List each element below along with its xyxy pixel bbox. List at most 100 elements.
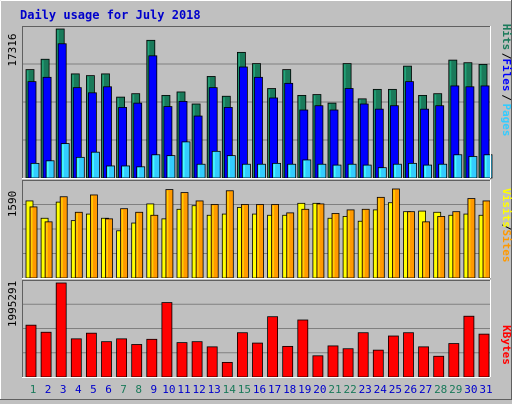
series-label-files: Files xyxy=(500,58,512,91)
x-tick-label-day-14: 14 xyxy=(223,383,237,396)
bar-highlight xyxy=(102,342,104,376)
bar-highlight xyxy=(484,201,486,277)
bar-highlight xyxy=(359,333,361,376)
bar-highlight xyxy=(374,351,376,376)
series-label-separator: / xyxy=(500,94,512,101)
x-tick-label-day-9: 9 xyxy=(150,383,157,396)
bar-highlight xyxy=(29,82,31,177)
bar-highlight xyxy=(436,106,439,177)
bar-highlight xyxy=(374,210,376,277)
bar-highlight xyxy=(137,167,140,177)
x-tick-label-day-5: 5 xyxy=(90,383,97,396)
bar-highlight xyxy=(329,219,331,277)
bar-highlight xyxy=(31,207,33,277)
bar-highlight xyxy=(255,78,257,177)
chart-panel-2: 1590 Sites/Visits xyxy=(6,180,512,279)
bar-highlight xyxy=(364,166,366,177)
bar-highlight xyxy=(404,333,406,376)
bar-highlight xyxy=(72,339,74,376)
bar-highlight xyxy=(468,199,471,277)
bar-highlight xyxy=(87,215,89,277)
bar-highlight xyxy=(162,303,165,376)
x-tick-label-day-15: 15 xyxy=(238,383,251,396)
bar-highlight xyxy=(253,215,255,277)
bar-highlight xyxy=(419,212,422,277)
bar-highlight xyxy=(348,210,350,277)
bar-highlight xyxy=(453,212,456,277)
x-tick-label-day-25: 25 xyxy=(389,383,402,396)
bar-highlight xyxy=(46,222,48,277)
bar-highlight xyxy=(178,343,180,376)
bar-highlight xyxy=(242,205,244,277)
bar-highlight xyxy=(76,213,78,277)
bar-highlight xyxy=(122,166,125,177)
bar-highlight xyxy=(182,193,184,277)
bar-highlight xyxy=(62,144,64,177)
bar-highlight xyxy=(329,346,331,376)
bar-highlight xyxy=(376,110,378,177)
bar-highlight xyxy=(149,56,152,178)
bar-highlight xyxy=(346,89,348,177)
bar-highlight xyxy=(298,320,301,376)
x-tick-label-day-4: 4 xyxy=(75,383,82,396)
bar-highlight xyxy=(193,206,195,277)
bar-highlight xyxy=(302,210,305,277)
bar-highlight xyxy=(104,87,106,177)
bar-highlight xyxy=(253,344,255,376)
x-tick-label-day-26: 26 xyxy=(404,383,417,396)
bar-highlight xyxy=(210,88,212,177)
x-tick-label-day-8: 8 xyxy=(135,383,142,396)
bar-highlight xyxy=(180,102,182,177)
x-tick-label-day-2: 2 xyxy=(45,383,52,396)
series-label-separator: / xyxy=(500,224,512,231)
bar-highlight xyxy=(283,347,286,376)
x-tick-label-day-16: 16 xyxy=(253,383,266,396)
bar-highlight xyxy=(439,165,442,177)
bar-highlight xyxy=(151,216,154,277)
bar-highlight xyxy=(198,165,200,177)
x-tick-label-day-28: 28 xyxy=(434,383,447,396)
bar-highlight xyxy=(283,216,286,277)
bar-highlight xyxy=(331,111,333,177)
bar-highlight xyxy=(333,214,335,277)
bar-highlight xyxy=(349,165,351,177)
bar-highlight xyxy=(378,198,380,277)
bar-highlight xyxy=(57,284,59,376)
x-tick-label-day-23: 23 xyxy=(359,383,372,396)
bar-highlight xyxy=(32,164,34,177)
x-tick-label-day-22: 22 xyxy=(343,383,356,396)
bar-highlight xyxy=(147,204,150,277)
bar-highlight xyxy=(166,190,169,277)
bar-highlight xyxy=(287,213,290,277)
bar-highlight xyxy=(300,111,303,177)
bar-highlight xyxy=(464,317,467,376)
bar-highlight xyxy=(485,155,487,177)
bar-highlight xyxy=(419,347,422,376)
x-tick-label-day-20: 20 xyxy=(313,383,326,396)
series-label-visits: Visits xyxy=(500,188,512,228)
bar-highlight xyxy=(464,215,467,277)
bar-highlight xyxy=(227,191,229,277)
bar-highlight xyxy=(393,189,395,277)
bar-highlight xyxy=(379,168,381,177)
bar-highlight xyxy=(288,165,291,177)
x-tick-label-day-27: 27 xyxy=(419,383,432,396)
bar-highlight xyxy=(318,165,321,177)
bar-highlight xyxy=(449,216,452,277)
bar-highlight xyxy=(238,333,240,376)
bar-highlight xyxy=(298,204,301,277)
bar-highlight xyxy=(167,156,170,177)
bar-highlight xyxy=(424,166,427,177)
x-tick-label-day-3: 3 xyxy=(60,383,67,396)
bar-highlight xyxy=(57,203,59,277)
bar-highlight xyxy=(285,84,288,177)
bar-highlight xyxy=(89,93,91,177)
bar-highlight xyxy=(480,335,482,376)
series-label-hits: Hits xyxy=(500,24,512,51)
bar-highlight xyxy=(102,219,104,277)
bar-highlight xyxy=(208,216,210,277)
bar-highlight xyxy=(404,212,406,277)
bar-highlight xyxy=(270,98,273,177)
